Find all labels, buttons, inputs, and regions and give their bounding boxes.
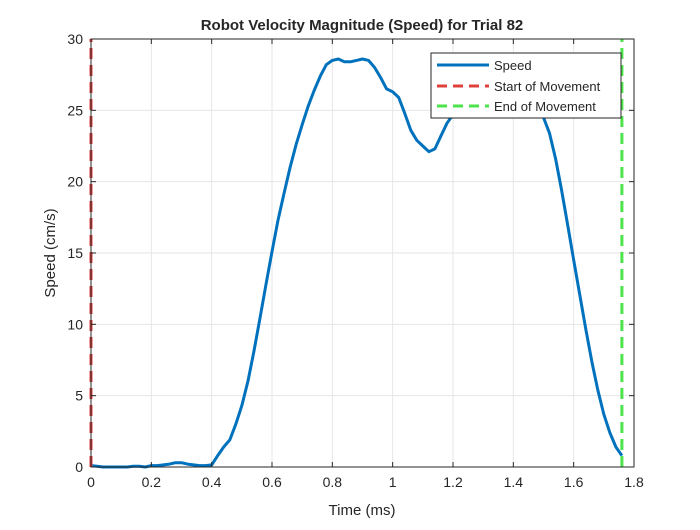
y-tick-label: 10 <box>67 316 83 332</box>
y-tick-label: 20 <box>67 174 83 190</box>
y-tick-label: 25 <box>67 102 83 118</box>
x-tick-label: 0.6 <box>262 474 282 490</box>
x-tick-label: 0.2 <box>142 474 162 490</box>
x-tick-label: 1.6 <box>564 474 584 490</box>
x-tick-label: 1 <box>389 474 397 490</box>
legend: Speed Start of Movement End of Movement <box>430 52 622 119</box>
y-axis-label: Speed (cm/s) <box>42 208 59 297</box>
y-tick-label: 5 <box>75 388 83 404</box>
y-tick-label: 15 <box>67 245 83 261</box>
legend-label-speed: Speed <box>494 58 532 73</box>
legend-label-start-of-movement: Start of Movement <box>494 79 601 94</box>
x-tick-label: 1.8 <box>624 474 644 490</box>
legend-label-end-of-movement: End of Movement <box>494 99 596 114</box>
x-axis-label: Time (ms) <box>329 502 396 519</box>
y-tick-label: 30 <box>67 31 83 47</box>
ticks: 0 0.2 0.4 0.6 0.8 1 1.2 1.4 1.6 1.8 0 5 10 15 20 25 30 <box>67 31 644 490</box>
x-tick-label: 1.2 <box>443 474 463 490</box>
x-tick-label: 0.4 <box>202 474 222 490</box>
x-tick-label: 0.8 <box>323 474 343 490</box>
y-tick-label: 0 <box>75 459 83 475</box>
chart-title: Robot Velocity Magnitude (Speed) for Tri… <box>201 17 524 34</box>
x-tick-label: 0 <box>87 474 95 490</box>
x-tick-label: 1.4 <box>504 474 524 490</box>
